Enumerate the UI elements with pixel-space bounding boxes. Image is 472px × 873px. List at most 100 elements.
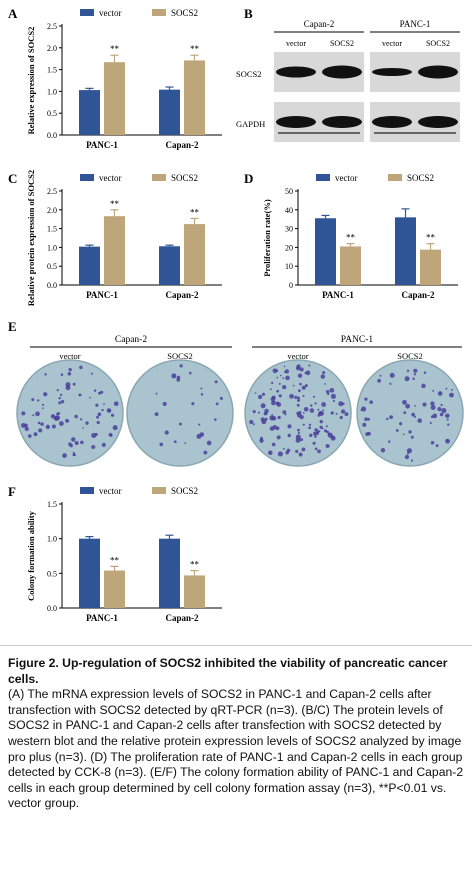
colony <box>103 403 105 406</box>
colony <box>338 401 344 407</box>
colony <box>282 385 287 390</box>
colony <box>276 435 281 440</box>
colony <box>299 382 302 386</box>
bar <box>159 246 180 285</box>
colony <box>21 411 26 416</box>
culture-dish <box>16 359 124 467</box>
significance-label: ** <box>190 207 200 217</box>
colony <box>318 411 324 417</box>
colony <box>379 374 382 377</box>
y-tick-label: 0.0 <box>47 281 57 290</box>
colony <box>300 438 304 442</box>
colony <box>40 422 44 426</box>
colony <box>305 370 311 376</box>
blot-row-label: GAPDH <box>236 119 265 129</box>
colony <box>56 412 60 416</box>
panel-letter: D <box>244 171 253 186</box>
colony <box>332 399 335 403</box>
colony <box>413 415 417 418</box>
caption-separator <box>0 645 472 646</box>
colony <box>277 451 283 457</box>
colony <box>388 440 391 443</box>
colony <box>308 423 312 426</box>
colony <box>411 412 415 417</box>
y-tick-label: 0.5 <box>47 569 57 578</box>
colony <box>314 402 317 405</box>
cell-line-label: PANC-1 <box>400 19 431 29</box>
colony <box>295 449 299 453</box>
colony <box>73 453 76 457</box>
y-tick-label: 20 <box>285 243 293 252</box>
colony <box>298 452 303 457</box>
bar <box>104 216 125 285</box>
bar <box>79 538 100 608</box>
significance-label: ** <box>110 44 120 54</box>
colony <box>214 418 217 421</box>
bar <box>79 90 100 135</box>
colony <box>297 396 300 400</box>
colony <box>179 422 182 426</box>
colony <box>198 423 201 426</box>
colony <box>268 450 273 456</box>
bar <box>184 60 205 135</box>
colony <box>441 407 447 414</box>
colony <box>283 365 286 368</box>
legend-label: SOCS2 <box>171 486 198 496</box>
legend-label: SOCS2 <box>171 173 198 183</box>
blot-band <box>322 116 362 128</box>
colony <box>100 390 104 394</box>
cell-line-label: PANC-1 <box>341 335 374 345</box>
colony <box>82 427 84 429</box>
colony <box>296 364 301 369</box>
colony <box>447 423 450 426</box>
colony <box>282 410 287 414</box>
colony <box>260 417 265 422</box>
colony <box>330 393 336 399</box>
y-tick-label: 1.5 <box>47 500 57 509</box>
colony <box>269 426 275 431</box>
colony <box>74 440 79 446</box>
colony <box>440 403 443 407</box>
y-tick-label: 1.0 <box>47 243 57 252</box>
colony <box>365 432 369 436</box>
colony <box>297 428 300 432</box>
colony <box>330 411 334 415</box>
y-tick-label: 0.0 <box>47 604 57 613</box>
colony <box>50 414 56 419</box>
colony <box>445 438 451 444</box>
colony <box>342 402 345 406</box>
colony <box>314 447 318 451</box>
figure-caption: Figure 2. Up-regulation of SOCS2 inhibit… <box>8 656 466 812</box>
significance-label: ** <box>110 199 120 209</box>
colony <box>340 416 343 419</box>
x-tick-label: PANC-1 <box>322 290 354 300</box>
colony <box>215 402 219 406</box>
colony <box>284 413 287 416</box>
bar <box>159 89 180 135</box>
bar <box>104 62 125 135</box>
colony <box>423 371 427 374</box>
lane-label: SOCS2 <box>330 39 354 48</box>
colony <box>292 384 295 387</box>
y-axis-label: Relative protein expression of SOCS2 <box>26 170 36 306</box>
colony <box>294 395 298 400</box>
colony <box>402 399 407 405</box>
legend-swatch <box>388 174 402 181</box>
colony <box>432 389 435 392</box>
colony <box>430 440 435 445</box>
colony <box>310 404 313 407</box>
y-tick-label: 50 <box>285 187 293 196</box>
x-tick-label: Capan-2 <box>165 613 199 623</box>
x-tick-label: Capan-2 <box>165 140 199 150</box>
colony <box>275 426 280 431</box>
colony <box>406 452 409 455</box>
colony <box>312 441 316 445</box>
colony <box>282 447 285 450</box>
colony <box>258 394 263 399</box>
colony <box>271 414 274 416</box>
colony <box>270 396 276 402</box>
colony <box>286 448 291 453</box>
legend-label: SOCS2 <box>171 8 198 18</box>
colony <box>404 454 410 460</box>
